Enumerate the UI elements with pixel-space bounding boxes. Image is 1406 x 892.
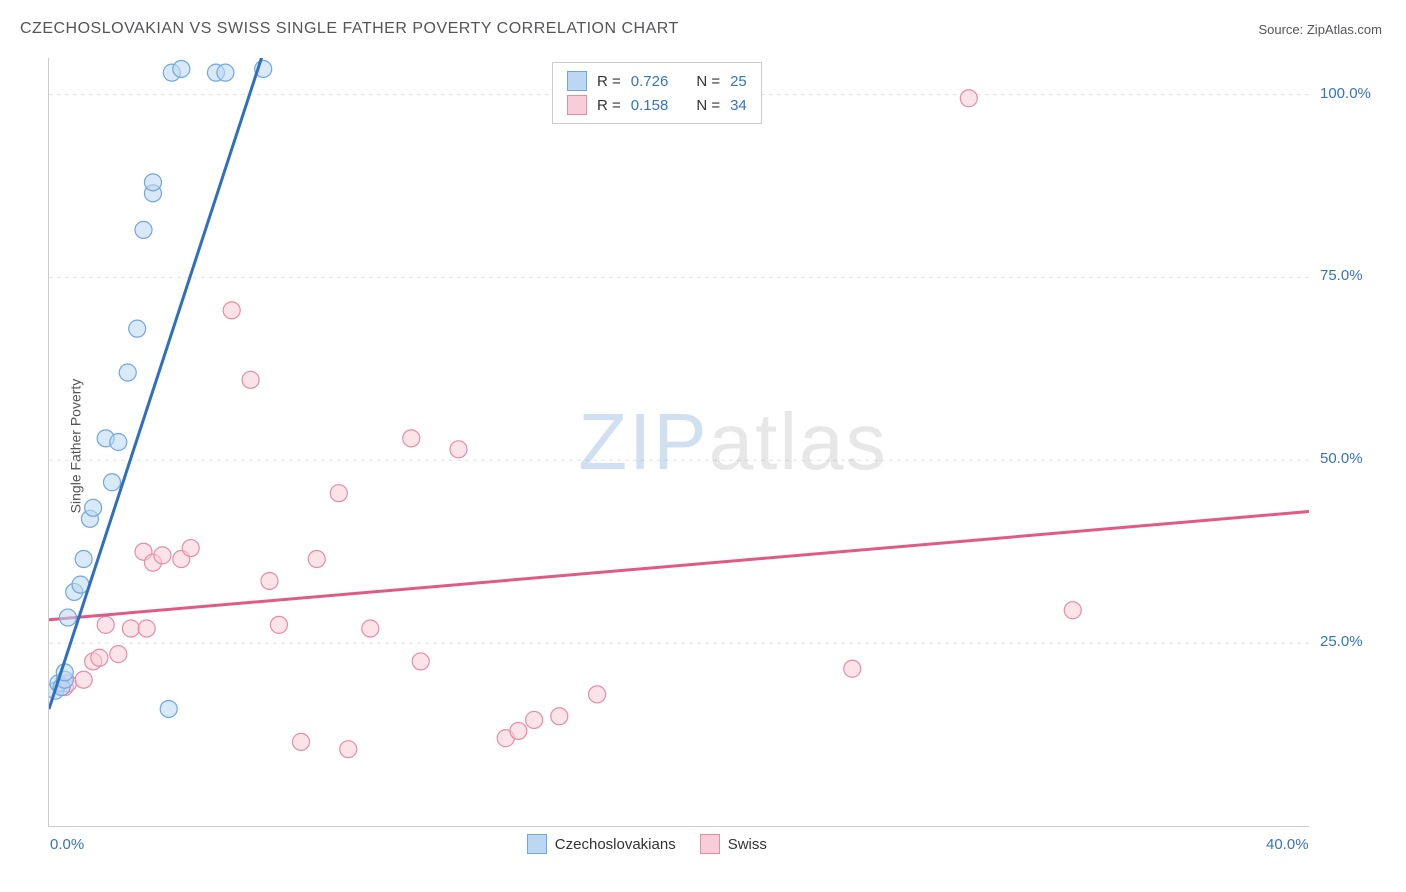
- chart-container: CZECHOSLOVAKIAN VS SWISS SINGLE FATHER P…: [0, 0, 1406, 892]
- ytick-label: 75.0%: [1320, 267, 1363, 284]
- legend-label-b: Swiss: [728, 836, 767, 853]
- swatch-swiss-2: [700, 834, 720, 854]
- plot-svg: [49, 58, 1309, 826]
- legend-item-a: Czechoslovakians: [527, 834, 676, 854]
- r-value-b: 0.158: [631, 97, 669, 114]
- xtick-label: 0.0%: [50, 836, 84, 853]
- xtick-label: 40.0%: [1266, 836, 1309, 853]
- legend-item-b: Swiss: [700, 834, 767, 854]
- swatch-czechoslovakians: [567, 71, 587, 91]
- chart-title: CZECHOSLOVAKIAN VS SWISS SINGLE FATHER P…: [20, 20, 679, 38]
- swatch-czechoslovakians-2: [527, 834, 547, 854]
- ytick-label: 100.0%: [1320, 85, 1371, 102]
- source-attribution: Source: ZipAtlas.com: [1258, 22, 1382, 37]
- legend-label-a: Czechoslovakians: [555, 836, 676, 853]
- legend-row-a: R = 0.726 N = 25: [563, 69, 751, 93]
- n-label-a: N =: [696, 73, 720, 90]
- n-value-b: 34: [730, 97, 747, 114]
- r-label-b: R =: [597, 97, 621, 114]
- source-label: Source:: [1258, 22, 1306, 37]
- ytick-label: 50.0%: [1320, 450, 1363, 467]
- plot-area: ZIPatlas: [48, 58, 1309, 827]
- correlation-legend: R = 0.726 N = 25 R = 0.158 N = 34: [552, 62, 762, 124]
- r-label-a: R =: [597, 73, 621, 90]
- legend-row-b: R = 0.158 N = 34: [563, 93, 751, 117]
- n-label-b: N =: [696, 97, 720, 114]
- series-legend: Czechoslovakians Swiss: [527, 834, 767, 854]
- swatch-swiss: [567, 95, 587, 115]
- n-value-a: 25: [730, 73, 747, 90]
- r-value-a: 0.726: [631, 73, 669, 90]
- ytick-label: 25.0%: [1320, 633, 1363, 650]
- source-name: ZipAtlas.com: [1307, 22, 1382, 37]
